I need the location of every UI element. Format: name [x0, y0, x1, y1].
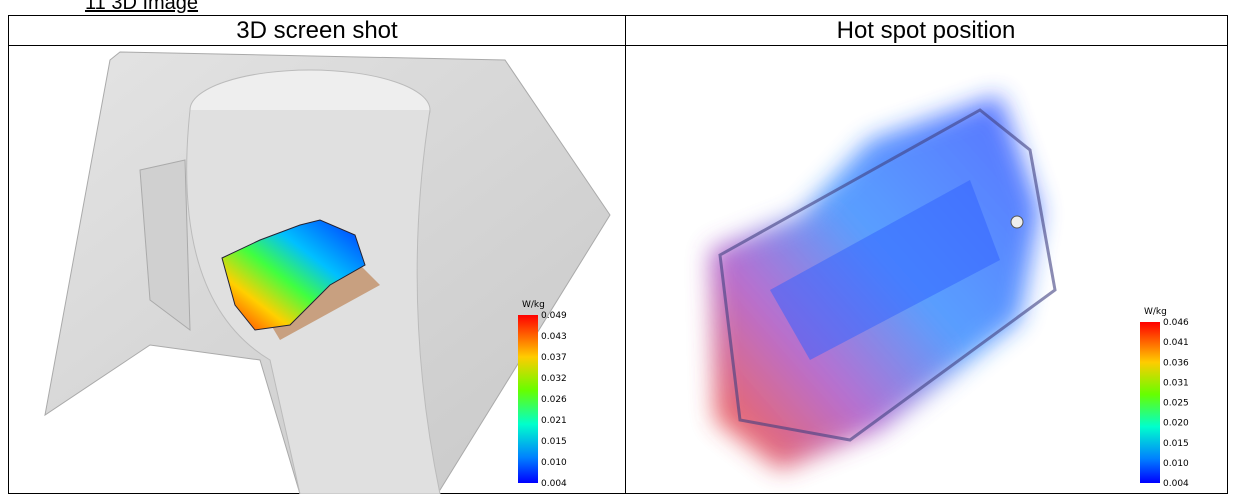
- phantom-image: [44, 51, 611, 494]
- colorbar-label: 0.037: [541, 353, 567, 363]
- colorbar-unit: W/kg: [522, 300, 545, 310]
- colorbar-label: 0.021: [541, 416, 567, 426]
- colorbar-label: 0.015: [541, 437, 567, 447]
- colorbar-label: 0.049: [541, 311, 567, 321]
- colorbar-label: 0.043: [541, 332, 567, 342]
- column-header: Hot spot position: [837, 17, 1016, 44]
- colorbar-label: 0.026: [541, 395, 567, 405]
- hotspot-image: [710, 95, 1057, 470]
- colorbar-label: 0.025: [1163, 399, 1189, 409]
- colorbar-label: 0.020: [1163, 419, 1189, 429]
- colorbar-label: 0.004: [1163, 479, 1189, 489]
- colorbar-unit: W/kg: [1144, 307, 1167, 317]
- colorbar-label: 0.036: [1163, 358, 1189, 368]
- table-grid: [8, 15, 1228, 494]
- colorbar-label: 0.046: [1163, 318, 1189, 328]
- colorbar-label: 0.004: [541, 479, 567, 489]
- colorbar-label: 0.015: [1163, 439, 1189, 449]
- colorbar-label: 0.031: [1163, 378, 1189, 388]
- heading: 11 3D Image: [85, 0, 199, 14]
- colorbar-label: 0.010: [1163, 459, 1189, 469]
- colorbar-label: 0.032: [541, 374, 567, 384]
- colorbar-label: 0.010: [541, 458, 567, 468]
- colorbar-label: 0.041: [1163, 338, 1189, 348]
- colorbar: [518, 315, 538, 483]
- colorbar: [1140, 322, 1160, 483]
- column-header: 3D screen shot: [236, 17, 398, 44]
